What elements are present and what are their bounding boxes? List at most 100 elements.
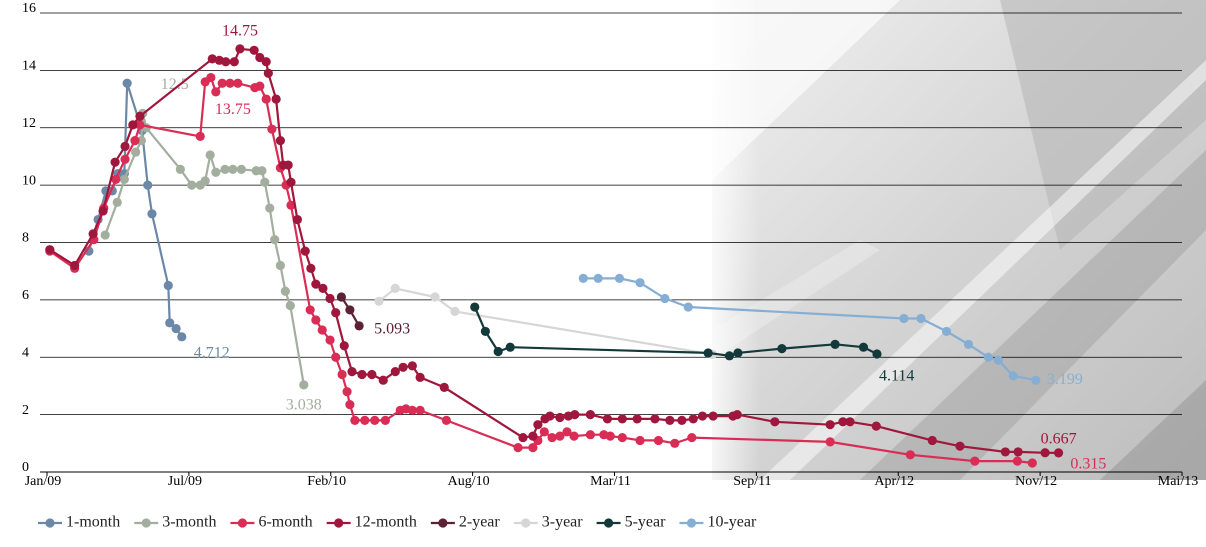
- data-point: [211, 167, 221, 177]
- data-point: [378, 375, 388, 385]
- data-point: [130, 136, 140, 146]
- data-label: 4.114: [879, 368, 914, 385]
- data-point: [260, 177, 270, 187]
- data-point: [119, 174, 129, 184]
- data-point: [390, 283, 400, 293]
- data-point: [292, 214, 303, 225]
- data-point: [175, 164, 185, 174]
- data-point: [177, 332, 187, 342]
- data-point: [263, 68, 273, 78]
- data-point: [439, 382, 449, 392]
- data-point: [493, 346, 503, 357]
- data-point: [357, 369, 367, 380]
- data-point: [970, 456, 980, 466]
- data-point: [733, 348, 743, 358]
- data-point: [635, 278, 645, 288]
- data-point: [345, 399, 355, 410]
- data-point: [480, 326, 490, 337]
- data-point: [1008, 371, 1018, 381]
- data-point: [703, 348, 713, 358]
- data-point: [635, 435, 645, 446]
- data-point: [593, 273, 603, 283]
- data-point: [275, 260, 285, 271]
- data-point: [220, 164, 230, 174]
- data-point: [217, 78, 227, 88]
- data-point: [777, 344, 787, 354]
- y-tick-label: 16: [22, 1, 36, 16]
- data-point: [838, 417, 848, 427]
- y-tick-label: 10: [22, 173, 36, 188]
- y-tick-label: 4: [22, 345, 29, 360]
- data-point: [528, 431, 538, 441]
- data-point: [211, 87, 221, 97]
- data-point: [441, 415, 451, 425]
- data-point: [311, 315, 321, 325]
- data-point: [374, 296, 384, 306]
- data-point: [261, 94, 271, 104]
- legend-label: 2-year: [459, 514, 501, 531]
- data-point: [165, 318, 175, 328]
- data-point: [267, 124, 277, 134]
- data-point: [120, 141, 130, 151]
- data-point: [342, 387, 352, 397]
- data-point: [528, 443, 538, 453]
- data-point: [225, 78, 235, 88]
- data-point: [470, 302, 480, 312]
- data-point: [1031, 375, 1041, 385]
- data-point: [569, 431, 579, 441]
- data-point: [1040, 448, 1050, 458]
- data-point: [732, 410, 742, 420]
- data-point: [305, 305, 315, 315]
- x-tick-label: Apr/12: [874, 474, 914, 489]
- data-point: [283, 160, 293, 170]
- data-point: [632, 414, 642, 424]
- data-point: [650, 414, 660, 424]
- data-point: [229, 57, 239, 67]
- data-point: [955, 441, 965, 451]
- data-point: [555, 431, 565, 441]
- data-point: [236, 164, 246, 174]
- data-point: [562, 427, 572, 437]
- data-point: [578, 273, 588, 283]
- data-point: [963, 339, 974, 349]
- data-point: [299, 380, 309, 390]
- legend-label: 3-month: [162, 514, 216, 531]
- data-point: [255, 81, 265, 91]
- data-point: [430, 292, 440, 302]
- data-point: [1053, 448, 1064, 458]
- data-point: [325, 293, 335, 304]
- y-tick-label: 14: [22, 59, 36, 74]
- data-point: [336, 292, 346, 302]
- y-tick-label: 2: [22, 403, 29, 418]
- data-point: [318, 283, 328, 293]
- data-point: [257, 166, 267, 176]
- data-point: [899, 313, 909, 324]
- data-point: [916, 313, 926, 324]
- data-point: [286, 177, 296, 187]
- data-point: [136, 136, 146, 146]
- data-point: [665, 415, 675, 425]
- data-point: [605, 431, 615, 441]
- data-point: [993, 355, 1003, 365]
- data-label: 13.75: [215, 101, 251, 118]
- x-tick-label: Aug/10: [448, 474, 490, 489]
- data-point: [770, 417, 780, 427]
- x-tick-label: Mai/13: [1158, 474, 1198, 489]
- data-point: [1012, 456, 1023, 466]
- data-label: 3.199: [1047, 371, 1083, 388]
- y-tick-label: 8: [22, 231, 29, 246]
- legend-label: 10-year: [707, 514, 757, 531]
- data-point: [518, 432, 528, 443]
- data-point: [617, 432, 627, 443]
- data-point: [505, 342, 515, 352]
- y-tick-label: 12: [22, 116, 36, 131]
- data-point: [555, 412, 565, 423]
- data-point: [206, 72, 216, 83]
- data-point: [683, 302, 693, 312]
- data-point: [128, 120, 138, 130]
- data-point: [570, 410, 580, 420]
- data-label: 0.315: [1070, 456, 1106, 473]
- data-point: [905, 450, 915, 460]
- data-point: [415, 405, 425, 415]
- data-point: [205, 150, 215, 160]
